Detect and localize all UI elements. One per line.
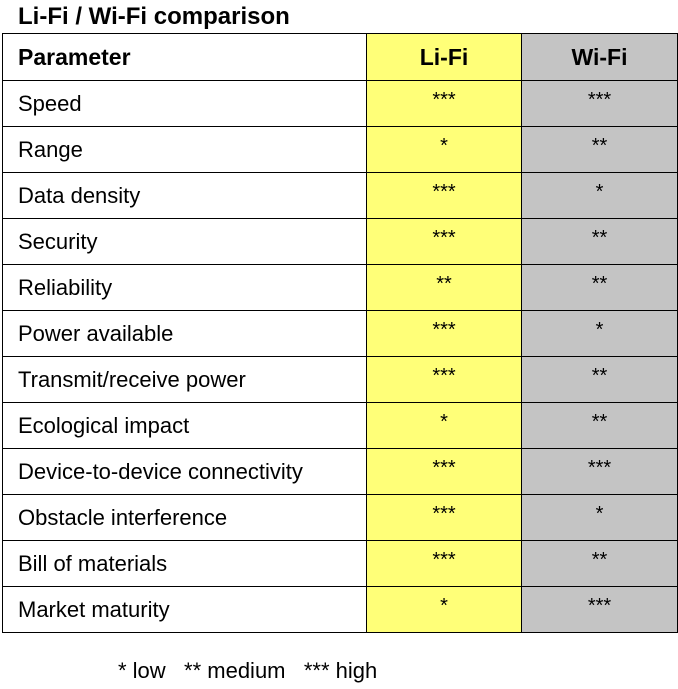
table-row: Reliability ** **	[2, 264, 678, 311]
table-row: Speed *** ***	[2, 80, 678, 127]
parameter-cell: Reliability	[2, 264, 367, 311]
table-row: Ecological impact * **	[2, 402, 678, 449]
wifi-rating-cell: *	[521, 172, 678, 219]
wifi-rating-cell: ***	[521, 80, 678, 127]
lifi-rating-cell: **	[366, 264, 522, 311]
wifi-rating-cell: **	[521, 540, 678, 587]
lifi-rating-cell: *	[366, 402, 522, 449]
table-row: Power available *** *	[2, 310, 678, 357]
lifi-rating-cell: ***	[366, 80, 522, 127]
comparison-table: Parameter Li-Fi Wi-Fi Speed *** *** Range * *…	[2, 33, 678, 633]
parameter-cell: Power available	[2, 310, 367, 357]
lifi-rating-cell: ***	[366, 172, 522, 219]
header-row: Parameter Li-Fi Wi-Fi	[2, 33, 678, 81]
wifi-rating-cell: **	[521, 402, 678, 449]
wifi-rating-cell: ***	[521, 448, 678, 495]
parameter-cell: Data density	[2, 172, 367, 219]
table-row: Range * **	[2, 126, 678, 173]
lifi-rating-cell: *	[366, 126, 522, 173]
lifi-rating-cell: ***	[366, 356, 522, 403]
lifi-rating-cell: *	[366, 586, 522, 633]
wifi-rating-cell: ***	[521, 586, 678, 633]
rating-legend: * low ** medium *** high	[118, 658, 378, 683]
parameter-cell: Market maturity	[2, 586, 367, 633]
wifi-rating-cell: **	[521, 356, 678, 403]
lifi-rating-cell: ***	[366, 218, 522, 265]
table-row: Market maturity * ***	[2, 586, 678, 633]
table-row: Security *** **	[2, 218, 678, 265]
table-row: Bill of materials *** **	[2, 540, 678, 587]
lifi-rating-cell: ***	[366, 494, 522, 541]
header-lifi: Li-Fi	[366, 33, 522, 81]
table-title: Li-Fi / Wi-Fi comparison	[18, 3, 290, 30]
wifi-rating-cell: **	[521, 218, 678, 265]
parameter-cell: Obstacle interference	[2, 494, 367, 541]
table-row: Transmit/receive power *** **	[2, 356, 678, 403]
wifi-rating-cell: **	[521, 264, 678, 311]
wifi-rating-cell: **	[521, 126, 678, 173]
wifi-rating-cell: *	[521, 310, 678, 357]
header-wifi: Wi-Fi	[521, 33, 678, 81]
parameter-cell: Speed	[2, 80, 367, 127]
header-parameter: Parameter	[2, 33, 367, 81]
parameter-cell: Transmit/receive power	[2, 356, 367, 403]
lifi-rating-cell: ***	[366, 310, 522, 357]
parameter-cell: Device-to-device connectivity	[2, 448, 367, 495]
parameter-cell: Range	[2, 126, 367, 173]
lifi-rating-cell: ***	[366, 540, 522, 587]
parameter-cell: Bill of materials	[2, 540, 367, 587]
parameter-cell: Ecological impact	[2, 402, 367, 449]
parameter-cell: Security	[2, 218, 367, 265]
lifi-rating-cell: ***	[366, 448, 522, 495]
table-row: Data density *** *	[2, 172, 678, 219]
table-row: Obstacle interference *** *	[2, 494, 678, 541]
table-row: Device-to-device connectivity *** ***	[2, 448, 678, 495]
wifi-rating-cell: *	[521, 494, 678, 541]
